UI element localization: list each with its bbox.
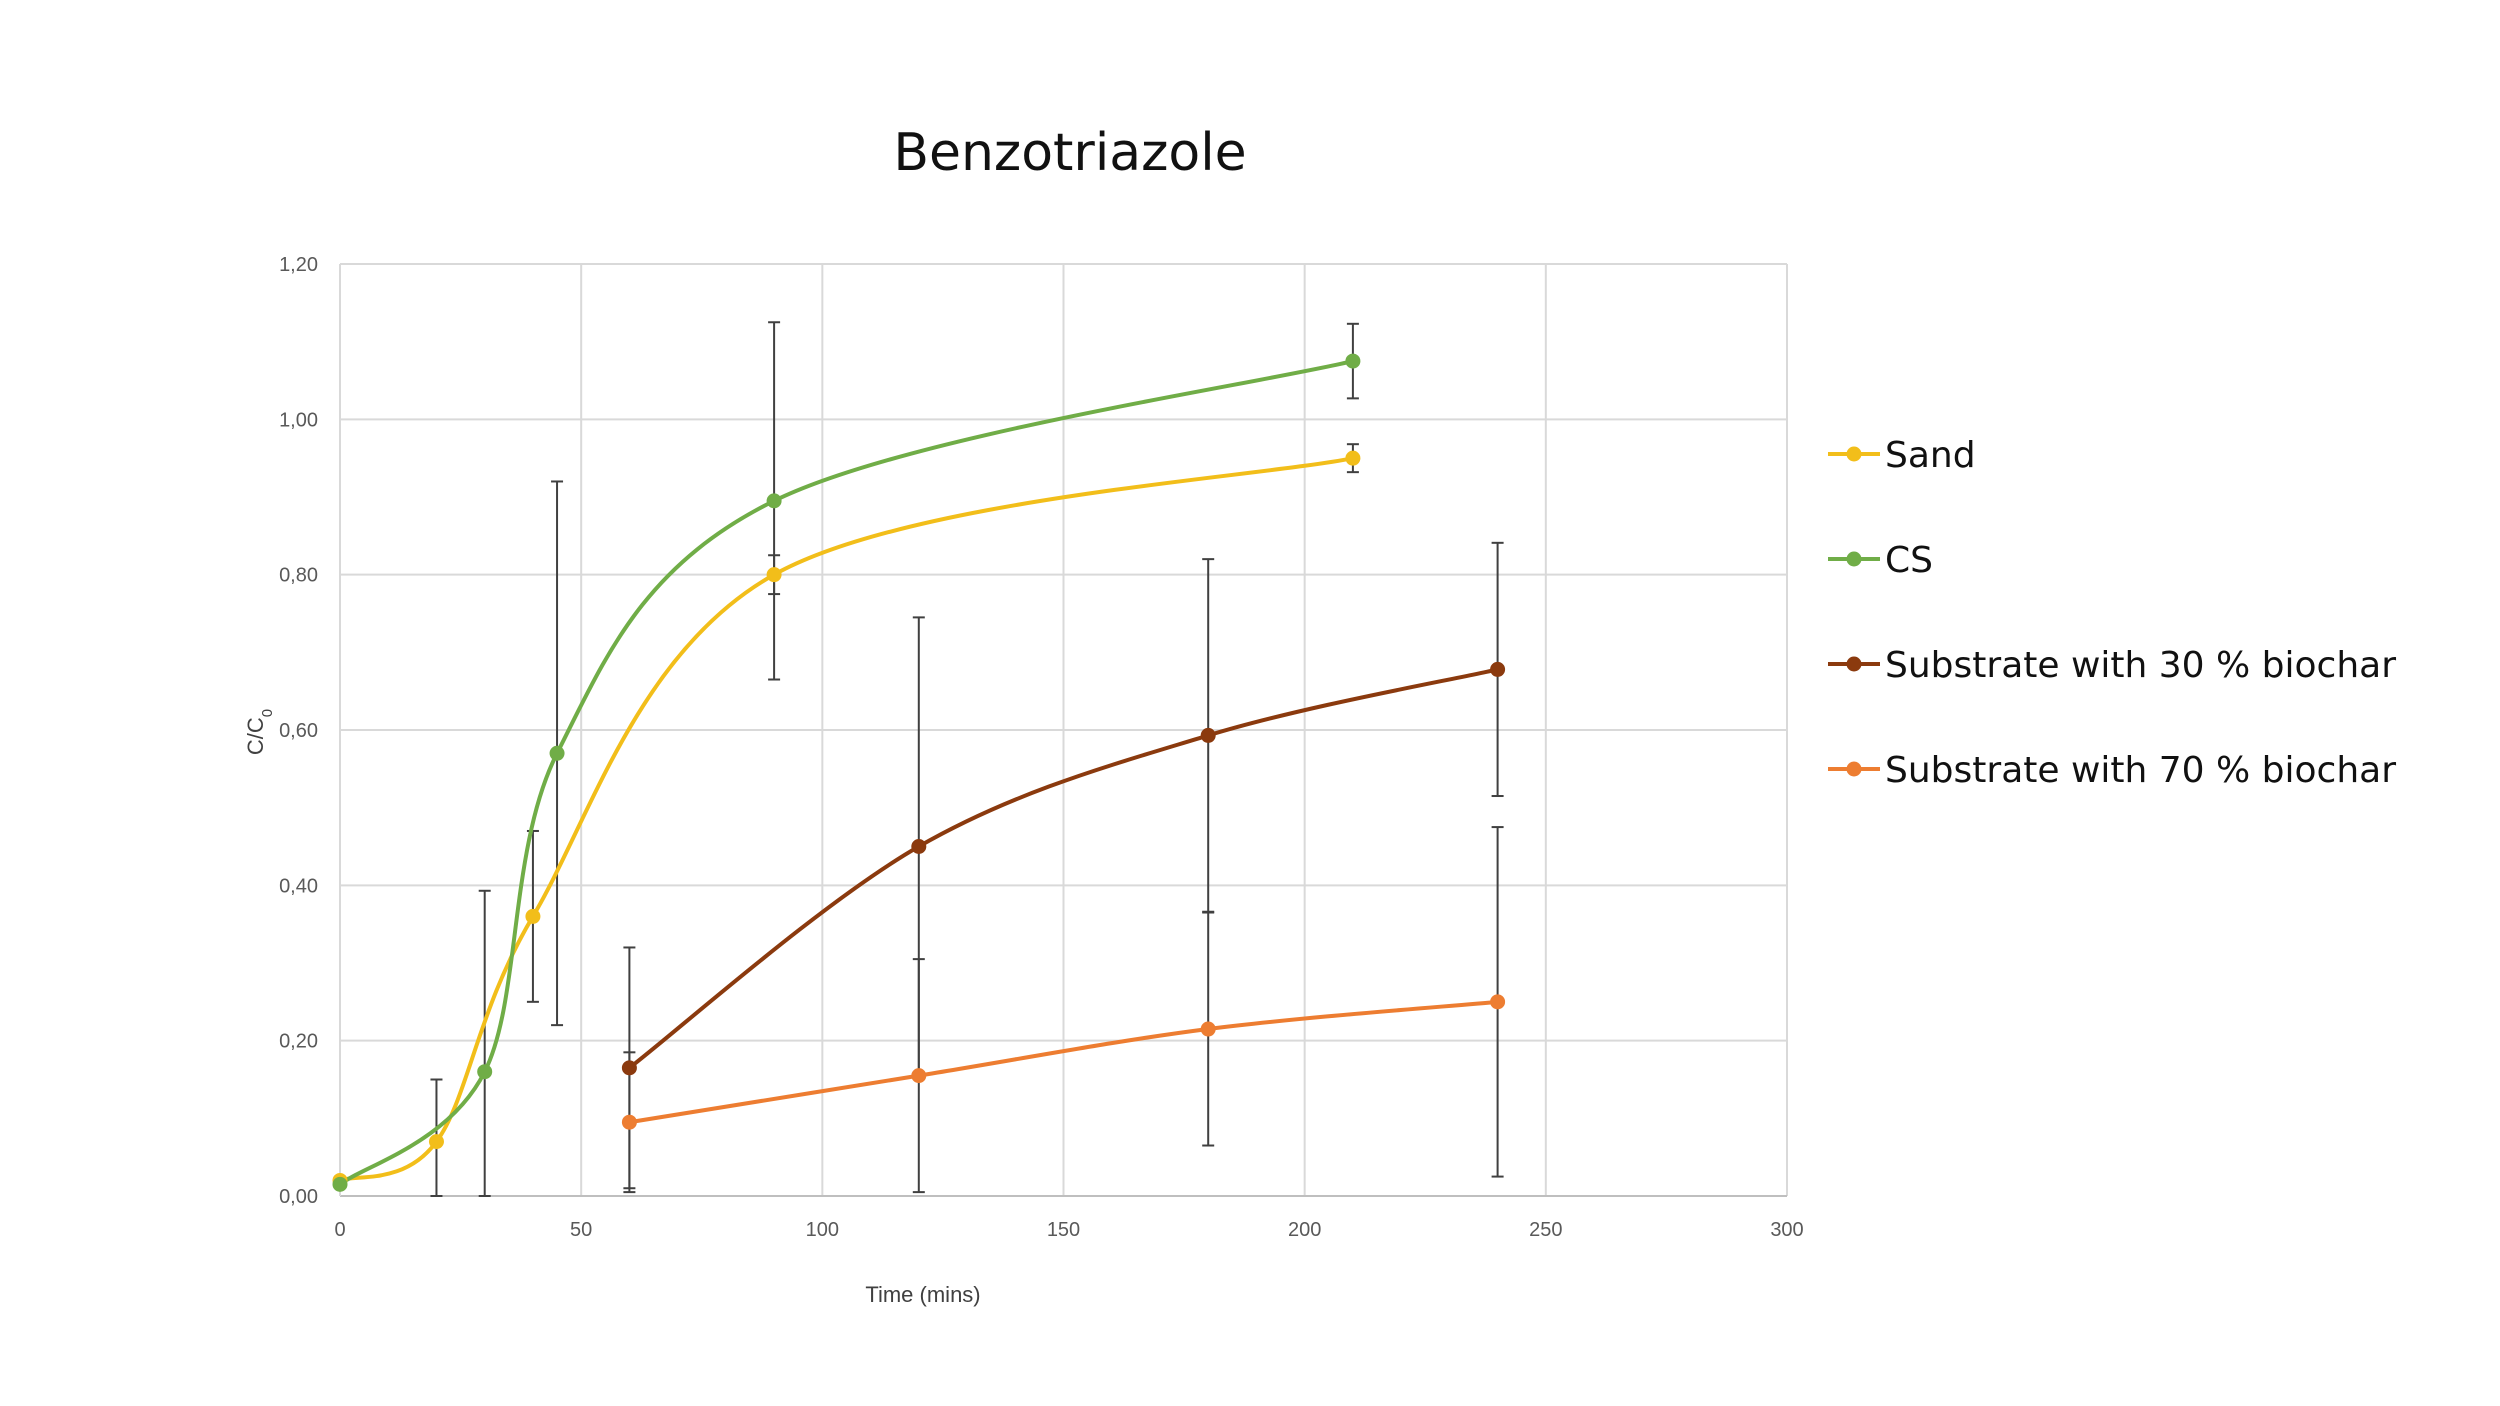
- series-3-point: [621, 1060, 637, 1076]
- x-tick-label: 50: [570, 1219, 592, 1241]
- series-4-point: [911, 1068, 927, 1084]
- series-2-point: [477, 1064, 493, 1080]
- series-2-point: [766, 493, 782, 509]
- x-tick-label: 300: [1770, 1219, 1803, 1241]
- series-4-point: [621, 1114, 637, 1130]
- series-2-line: [338, 359, 1354, 1186]
- legend-marker: [1846, 446, 1862, 462]
- legend-marker: [1846, 761, 1862, 777]
- legend-label: Sand: [1885, 435, 1976, 476]
- x-axis-label: Time (mins): [865, 1282, 980, 1307]
- y-tick-label: 0,80: [279, 565, 318, 587]
- legend-item-4: Substrate with 70 % biochar: [1828, 750, 2396, 791]
- legend-label: Substrate with 30 % biochar: [1885, 645, 2396, 686]
- error-bars: [430, 321, 1504, 1197]
- axes: [339, 264, 1787, 1197]
- series-lines: [338, 359, 1499, 1186]
- x-tick-label: 100: [806, 1219, 839, 1241]
- x-tick-label: 250: [1529, 1219, 1562, 1241]
- tick-labels: 0,00 0,20 0,40 0,60 0,80 1,00 1,20 0 50 100 150 200…: [279, 254, 1804, 1241]
- y-tick-label: 1,00: [279, 409, 318, 431]
- series-3-line: [628, 667, 1499, 1070]
- legend-item-1: Sand: [1828, 435, 1976, 476]
- x-tick-label: 200: [1288, 1219, 1321, 1241]
- series-1-point: [525, 908, 541, 924]
- legend-item-3: Substrate with 30 % biochar: [1828, 645, 2396, 686]
- series-3-point: [911, 839, 927, 854]
- y-tick-label: 0,20: [279, 1031, 318, 1053]
- series-3-point: [1490, 661, 1506, 677]
- series-1-point: [766, 567, 782, 583]
- series-4-point: [1200, 1021, 1216, 1037]
- legend-marker: [1846, 551, 1862, 567]
- y-tick-label: 0,60: [279, 720, 318, 742]
- series-1-point: [1345, 450, 1361, 466]
- y-axis-label-main: C/C: [243, 717, 268, 755]
- series-2-point: [549, 745, 565, 761]
- legend: Sand CS Substrate with 30 % biochar Substra…: [1828, 435, 2396, 791]
- legend-item-2: CS: [1828, 540, 1933, 581]
- y-axis-label-subscript: 0: [259, 709, 276, 717]
- legend-label: CS: [1885, 540, 1933, 581]
- y-tick-label: 1,20: [279, 254, 318, 276]
- chart-title: Benzotriazole: [893, 123, 1246, 183]
- series-2-point: [1345, 353, 1361, 369]
- series-4-point: [1490, 994, 1506, 1010]
- x-tick-label: 0: [334, 1219, 345, 1241]
- y-tick-label: 0,40: [279, 875, 318, 897]
- legend-label: Substrate with 70 % biochar: [1885, 750, 2396, 791]
- x-tick-label: 150: [1047, 1219, 1080, 1241]
- series-3-point: [1200, 727, 1216, 743]
- data-points: [332, 353, 1506, 1192]
- error-bar: [478, 889, 491, 1197]
- y-tick-label: 0,00: [279, 1186, 318, 1208]
- y-axis-label: C/C0: [243, 709, 276, 755]
- series-4-line: [629, 999, 1498, 1125]
- legend-marker: [1846, 656, 1862, 672]
- series-2-point: [332, 1176, 348, 1192]
- series-1-point: [428, 1134, 444, 1150]
